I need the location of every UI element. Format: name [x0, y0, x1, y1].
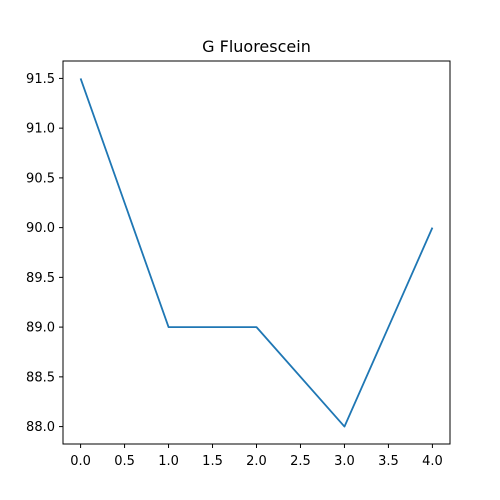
y-tick-label: 89.0 [26, 321, 55, 336]
x-tick-label: 3.5 [378, 454, 399, 469]
y-tick-label: 91.0 [26, 122, 55, 137]
chart-title: G Fluorescein [202, 37, 311, 56]
y-tick-label: 91.5 [26, 72, 55, 87]
y-tick-label: 90.0 [26, 221, 55, 236]
series-layer [79, 78, 434, 428]
x-tick-label: 1.5 [202, 454, 223, 469]
x-tick-label: 3.0 [334, 454, 355, 469]
y-tick-label: 88.0 [26, 420, 55, 435]
x-tick-label: 2.5 [290, 454, 311, 469]
plot-frame [62, 60, 451, 445]
y-tick-label: 89.5 [26, 271, 55, 286]
x-tick-label: 0.0 [70, 454, 91, 469]
x-tick-label: 0.5 [114, 454, 135, 469]
y-axis: 88.0 88.5 89.0 89.5 90.0 90.5 91.0 91.5 [26, 72, 63, 435]
x-axis: 0.0 0.5 1.0 1.5 2.0 2.5 3.0 3.5 4.0 [70, 444, 443, 469]
y-tick-label: 88.5 [26, 370, 55, 385]
x-tick-label: 4.0 [422, 454, 443, 469]
x-tick-label: 2.0 [246, 454, 267, 469]
y-tick-label: 90.5 [26, 171, 55, 186]
series-line [79, 78, 434, 428]
x-tick-label: 1.0 [158, 454, 179, 469]
